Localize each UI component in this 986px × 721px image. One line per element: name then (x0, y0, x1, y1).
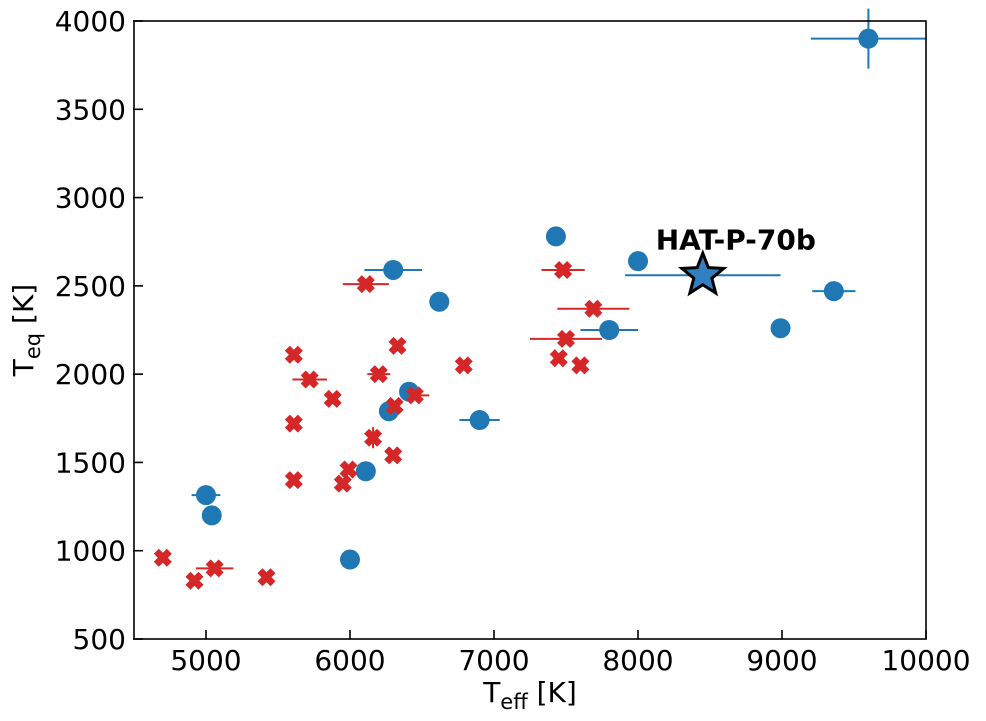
data-point-x (405, 386, 424, 405)
plot-area (153, 8, 926, 590)
data-point-circle (545, 226, 566, 247)
data-point-x (369, 365, 388, 384)
x-tick-label: 7000 (458, 644, 529, 677)
highlight-label: HAT-P-70b (656, 223, 816, 256)
data-point-x (284, 414, 303, 433)
x-tick-label: 5000 (170, 644, 241, 677)
data-point-x (554, 260, 573, 279)
x-tick-label: 9000 (746, 644, 817, 677)
data-point-x (153, 548, 172, 567)
y-tick-label: 1500 (55, 446, 126, 479)
axis-ticks (133, 20, 927, 640)
data-point-x (549, 349, 568, 368)
y-tick-label: 4000 (55, 5, 126, 38)
data-point-circle (429, 291, 450, 312)
y-tick-label: 3000 (55, 182, 126, 215)
data-point-circle (770, 318, 791, 339)
data-point-circle (201, 505, 222, 526)
data-point-circle (196, 485, 216, 506)
data-point-circle (383, 259, 404, 280)
plot-frame (133, 20, 927, 640)
data-point-x (557, 329, 575, 348)
data-point-x (356, 275, 375, 294)
data-point-x (364, 428, 383, 447)
data-point-circle (469, 410, 490, 431)
y-tick-label: 2500 (55, 270, 126, 303)
y-tick-label: 3500 (55, 93, 126, 126)
data-point-x (185, 571, 204, 590)
y-axis-label: Teq [K] (7, 284, 45, 377)
data-point-x (385, 396, 404, 415)
x-tick-label: 8000 (602, 644, 673, 677)
data-point-x (323, 389, 342, 408)
highlight-star-marker (677, 249, 728, 297)
x-axis-label-sub: eff (500, 690, 528, 714)
data-point-x (284, 345, 303, 364)
y-axis-label-sub: eq (21, 333, 45, 359)
x-axis-label-unit: [K] (528, 676, 577, 709)
x-tick-label: 10000 (881, 644, 970, 677)
data-point-x (257, 568, 276, 587)
data-point-x (333, 474, 352, 493)
y-axis-label-unit: [K] (7, 284, 40, 333)
data-point-x (300, 370, 319, 389)
data-point-circle (355, 461, 376, 482)
data-point-circle (858, 28, 879, 49)
data-point-x (584, 299, 603, 318)
y-tick-label: 500 (73, 623, 126, 656)
data-point-x (388, 336, 407, 355)
data-point-x (454, 356, 473, 375)
data-point-x (384, 446, 403, 465)
y-tick-label: 2000 (55, 358, 126, 391)
y-axis-label-main: T (7, 358, 40, 377)
x-tick-label: 6000 (314, 644, 385, 677)
data-point-circle (599, 320, 620, 340)
data-point-x (571, 356, 590, 375)
y-tick-label: 1000 (55, 535, 126, 568)
x-axis-label: Teff [K] (482, 676, 577, 714)
data-point-circle (823, 281, 844, 302)
data-point-circle (628, 251, 648, 272)
data-point-x (339, 460, 358, 479)
x-axis-label-main: T (482, 676, 501, 709)
data-point-circle (340, 549, 360, 570)
data-point-x (284, 471, 303, 490)
data-point-x (205, 559, 224, 578)
